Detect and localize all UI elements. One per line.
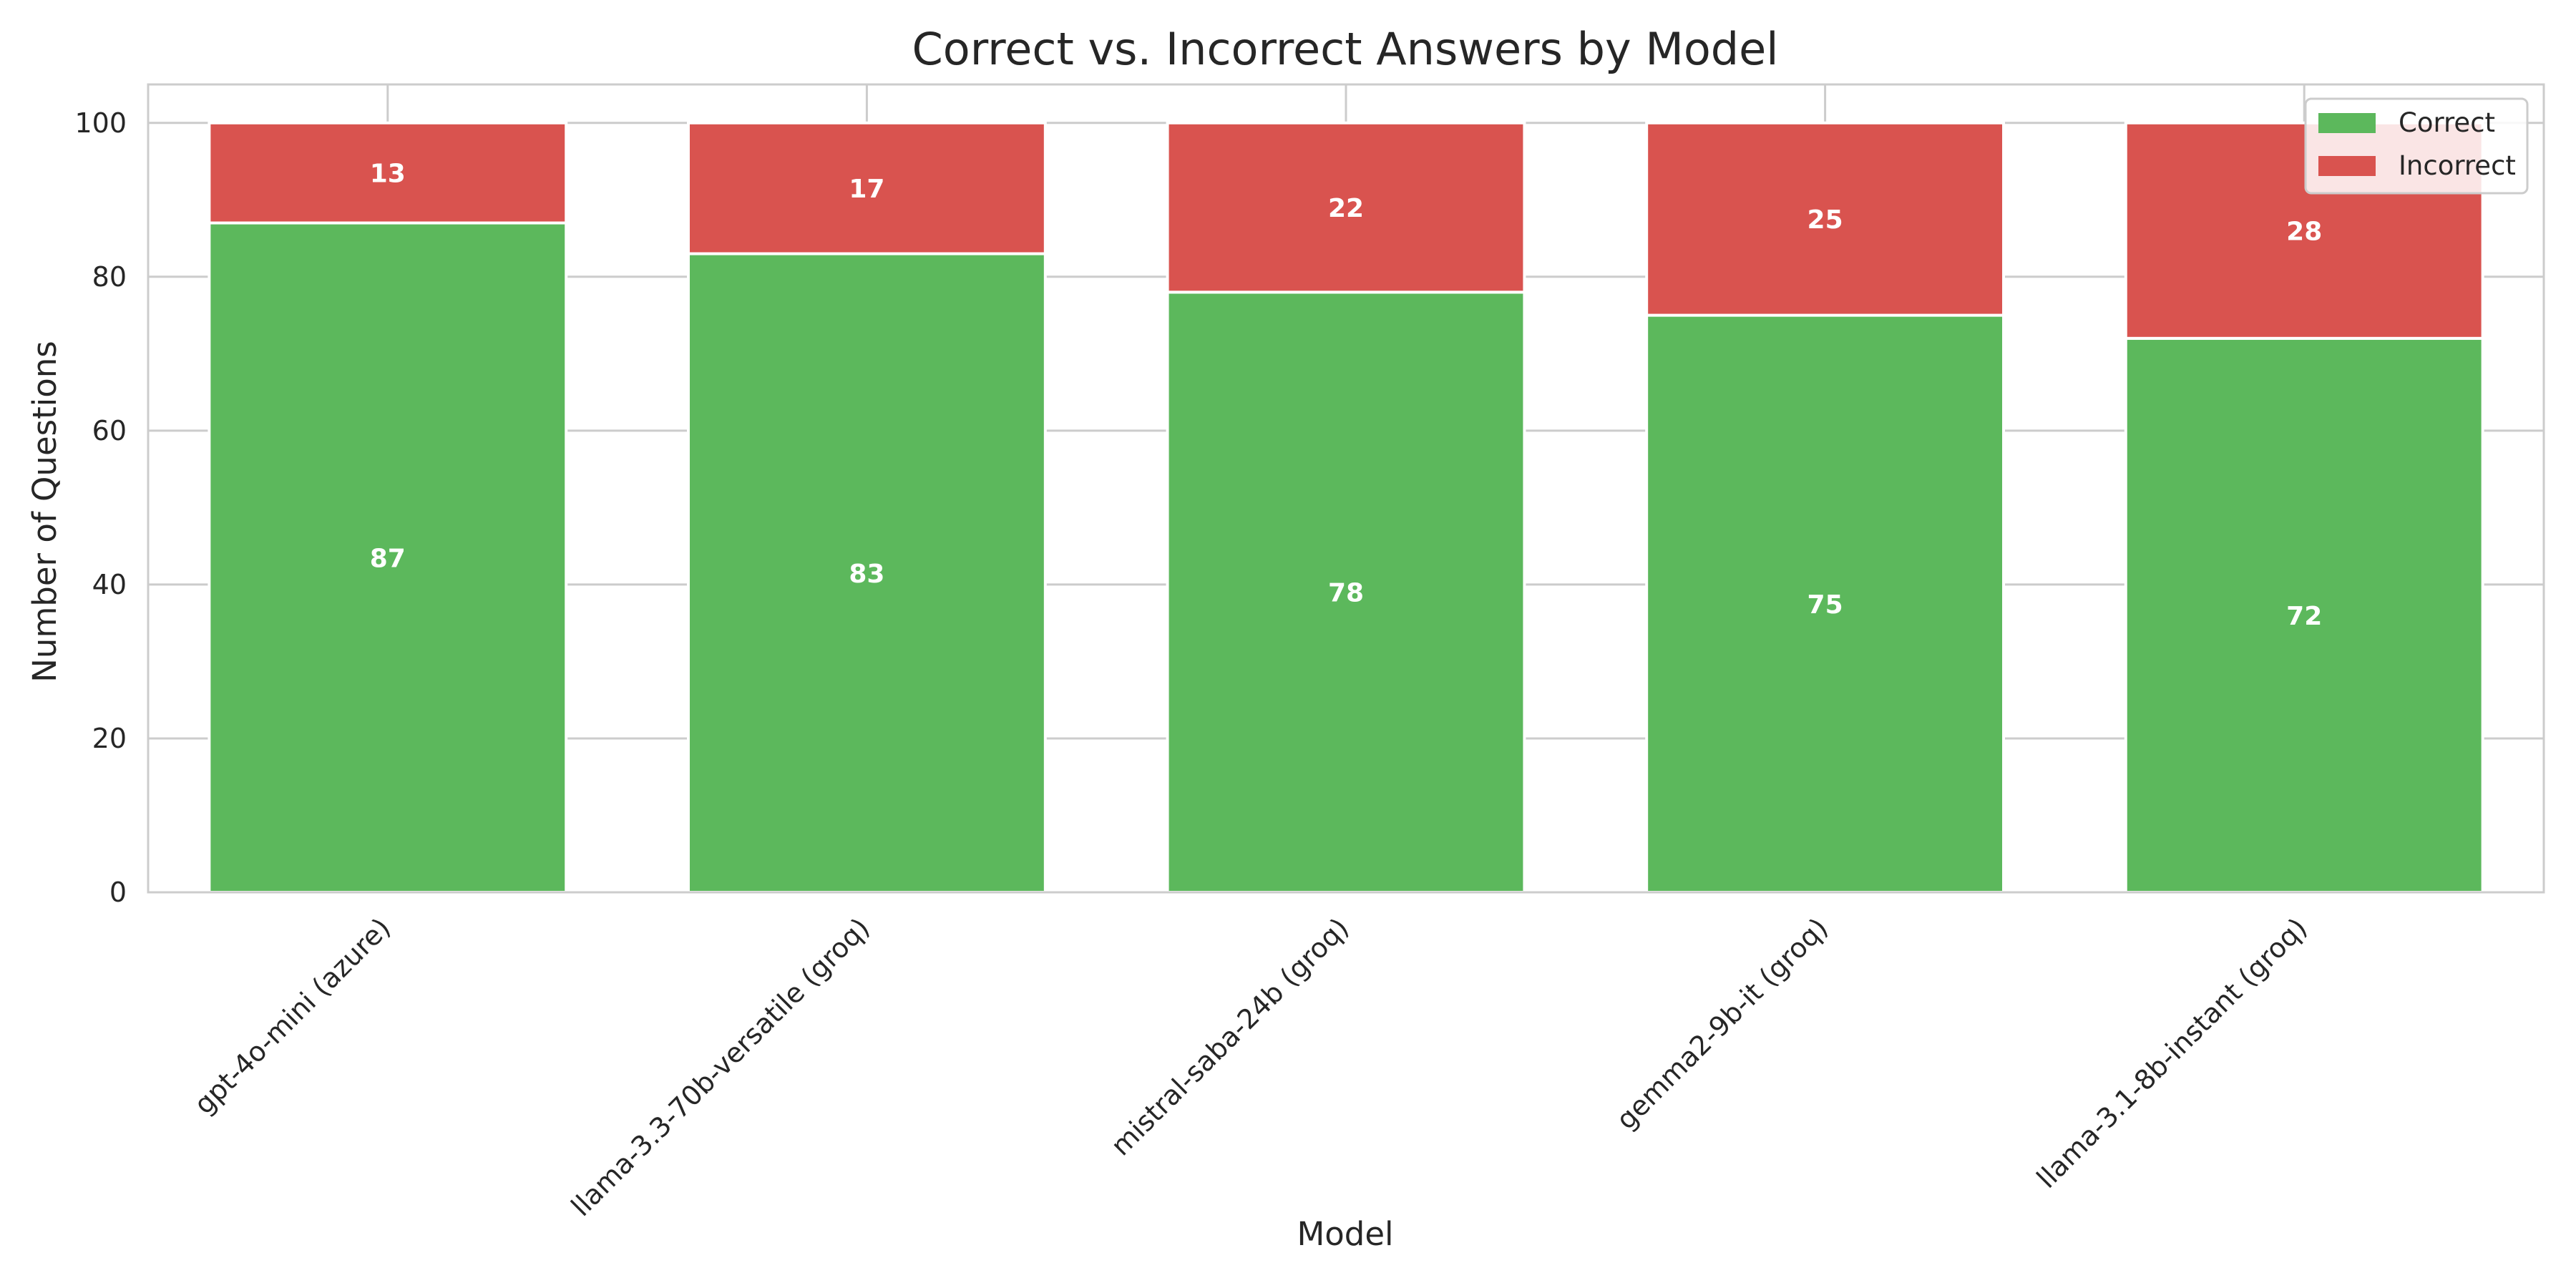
data-label-incorrect: 17: [849, 175, 884, 204]
data-label-correct: 87: [370, 544, 406, 573]
data-label-incorrect: 22: [1328, 194, 1364, 223]
bar-correct: [208, 221, 568, 894]
bar-correct: [2124, 336, 2484, 894]
bar-correct: [1645, 313, 2006, 894]
bar-incorrect: [2124, 121, 2484, 340]
data-label-correct: 78: [1328, 579, 1364, 608]
y-axis-label: Number of Questions: [26, 341, 64, 682]
legend-swatch-incorrect: [2318, 156, 2376, 176]
x-axis-label: Model: [1297, 1215, 1393, 1253]
bar-correct: [686, 252, 1047, 894]
bar-incorrect: [686, 121, 1047, 255]
data-label-correct: 72: [2286, 602, 2322, 631]
data-label-incorrect: 25: [1807, 205, 1843, 235]
legend: Correct Incorrect: [2304, 97, 2529, 195]
y-tick-label: 0: [109, 877, 127, 908]
data-label-incorrect: 28: [2286, 217, 2322, 246]
y-tick-label: 100: [74, 107, 127, 139]
chart-title: Correct vs. Incorrect Answers by Model: [912, 23, 1778, 75]
bar-incorrect: [1645, 121, 2006, 317]
y-tick-label: 20: [92, 723, 127, 754]
legend-label-correct: Correct: [2399, 107, 2495, 138]
data-label-incorrect: 13: [370, 160, 406, 189]
bars: 87 13 83 17 78 22 75 25 72 28: [208, 121, 2484, 894]
data-label-correct: 75: [1807, 590, 1843, 620]
bar-incorrect: [208, 121, 568, 225]
bar-incorrect: [1166, 121, 1526, 294]
y-tick-label: 60: [92, 415, 127, 447]
y-tick-label: 40: [92, 569, 127, 600]
y-tick-label: 80: [92, 261, 127, 293]
bar-correct: [1166, 291, 1526, 894]
legend-swatch-correct: [2318, 113, 2376, 133]
plot-frame: [147, 83, 2545, 894]
legend-label-incorrect: Incorrect: [2399, 150, 2516, 181]
data-label-correct: 83: [849, 560, 884, 589]
